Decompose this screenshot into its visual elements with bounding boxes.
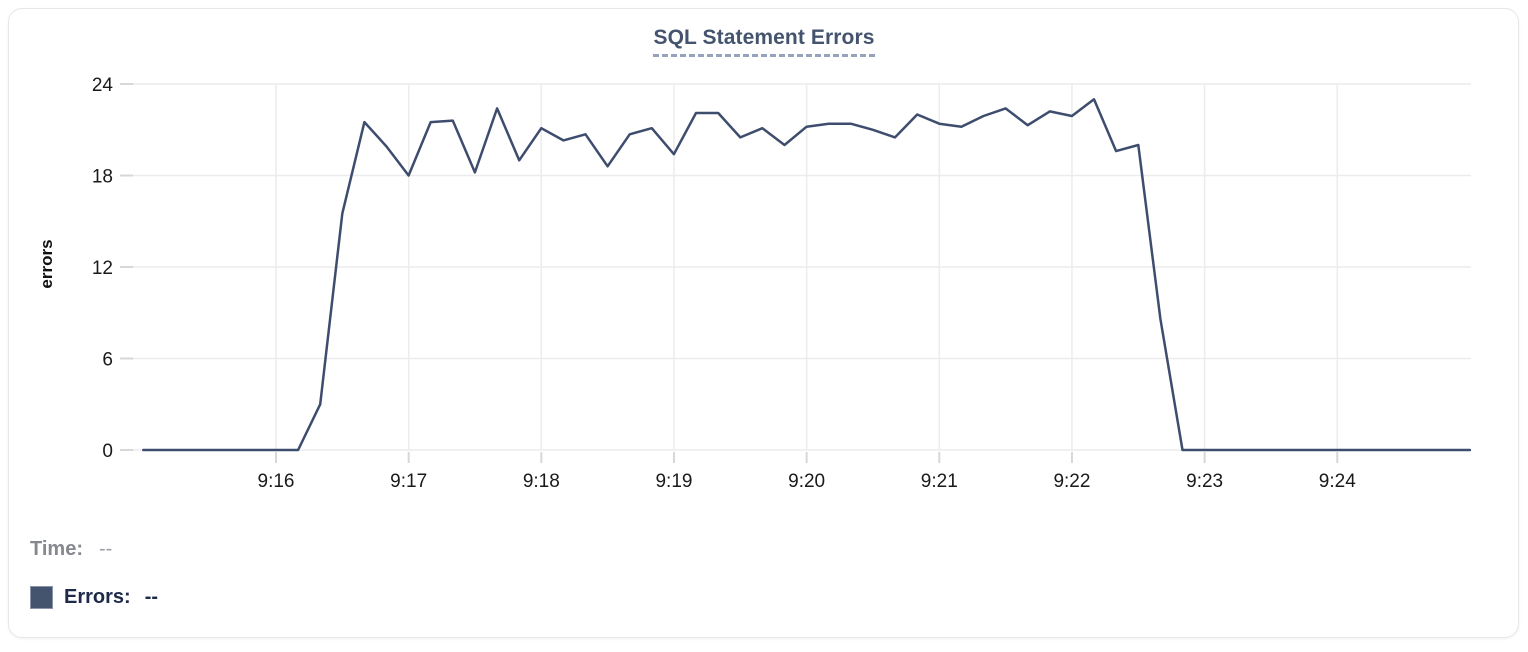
x-tick-label: 9:16 <box>258 471 295 492</box>
x-tick-label: 9:21 <box>921 471 958 492</box>
y-tick-label: 24 <box>92 75 114 96</box>
x-axis-ticks: 9:16 9:17 9:18 9:19 9:20 9:21 9:22 9:23 9:24 <box>258 452 1356 492</box>
errors-readout-label: Errors: <box>64 585 131 608</box>
hover-readout: Time: -- Errors: -- <box>30 536 530 632</box>
errors-readout-row: Errors: -- <box>30 584 530 610</box>
x-tick-label: 9:18 <box>523 471 560 492</box>
chart-title[interactable]: SQL Statement Errors <box>653 26 875 57</box>
errors-legend-swatch <box>30 585 53 609</box>
time-readout-label: Time: <box>30 537 83 560</box>
vertical-gridlines <box>275 84 1339 450</box>
y-tick-label: 0 <box>102 441 113 462</box>
errors-series-line <box>142 98 1472 452</box>
time-readout-value: -- <box>98 537 113 560</box>
errors-readout-value: -- <box>144 585 159 608</box>
chart-header: SQL Statement Errors <box>0 26 1528 57</box>
y-tick-label: 18 <box>92 167 113 188</box>
x-tick-label: 9:17 <box>390 471 427 492</box>
x-tick-label: 9:23 <box>1186 471 1223 492</box>
y-tick-label: 6 <box>102 350 113 371</box>
x-tick-label: 9:22 <box>1053 471 1090 492</box>
horizontal-gridlines <box>128 83 1471 451</box>
y-axis-ticks: 0 6 12 18 24 <box>92 75 133 462</box>
y-tick-label: 12 <box>92 258 113 279</box>
chart-card <box>8 8 1519 638</box>
time-readout-row: Time: -- <box>30 536 530 562</box>
x-tick-label: 9:24 <box>1319 471 1356 492</box>
x-tick-label: 9:19 <box>655 471 692 492</box>
x-tick-label: 9:20 <box>788 471 825 492</box>
errors-line-chart[interactable]: 0 6 12 18 24 9:16 9:17 9:18 9:19 9:20 9:21 9:22 9:2… <box>0 0 1528 505</box>
